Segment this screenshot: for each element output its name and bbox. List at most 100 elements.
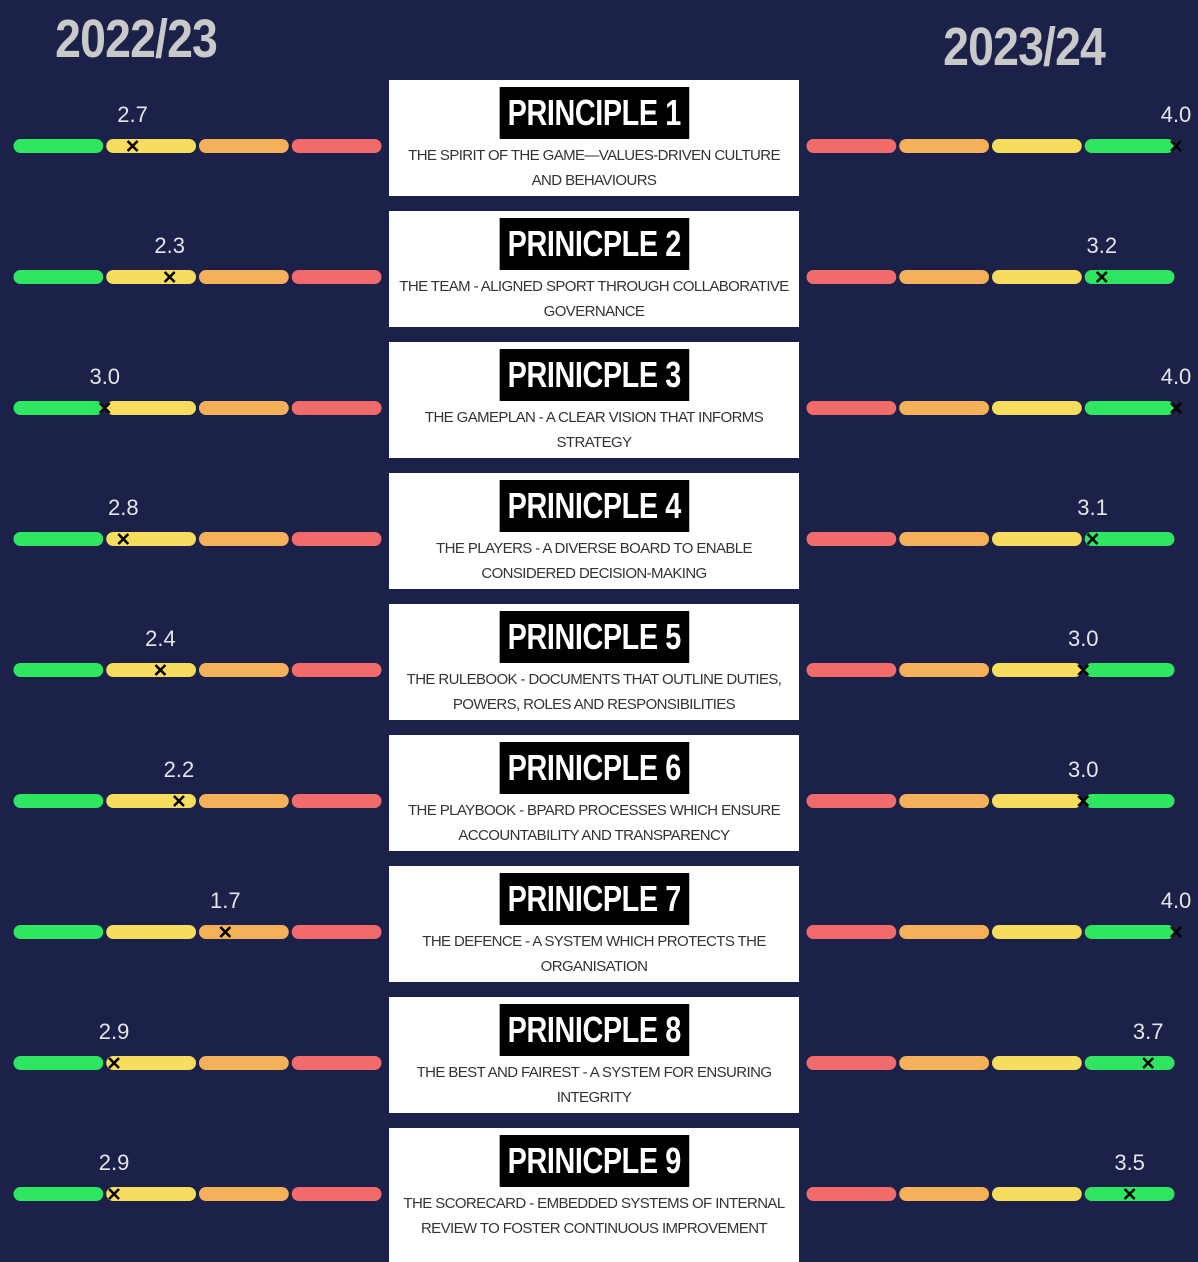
scale-band <box>992 794 1082 808</box>
scale-band <box>899 532 989 546</box>
score-marker <box>1086 533 1099 545</box>
principle-card: PRINICPLE 2 THE TEAM - ALIGNED SPORT THRO… <box>389 211 799 327</box>
score-marker <box>219 926 232 938</box>
score-marker <box>98 402 111 414</box>
score-label: 3.0 <box>89 364 120 389</box>
score-label: 3.1 <box>1077 495 1108 520</box>
score-marker <box>117 533 130 545</box>
principle-title: PRINICPLE 9 <box>499 1135 689 1187</box>
principle-title: PRINICPLE 4 <box>499 480 689 532</box>
score-label: 2.8 <box>108 495 139 520</box>
scale-band <box>992 139 1082 153</box>
scale-band <box>13 1056 104 1070</box>
principle-description: THE GAMEPLAN - A CLEAR VISION THAT INFOR… <box>424 409 764 451</box>
score-label: 2.7 <box>117 102 148 127</box>
principle-card: PRINICPLE 7 THE DEFENCE - A SYSTEM WHICH … <box>389 866 799 982</box>
scale-band <box>291 925 382 939</box>
score-label: 3.0 <box>1068 626 1099 651</box>
score-marker <box>1077 664 1090 676</box>
scale-band <box>106 270 196 284</box>
scale-band <box>106 139 196 153</box>
principle-description: THE RULEBOOK - DOCUMENTS THAT OUTLINE DU… <box>406 671 782 713</box>
score-marker <box>1170 926 1182 938</box>
scale-band <box>13 1187 104 1201</box>
scale-band <box>199 401 289 415</box>
scale-band <box>806 532 897 546</box>
scale-band <box>1084 663 1175 677</box>
scale-band <box>1084 270 1175 284</box>
principle-description: THE BEST AND FAIREST - A SYSTEM FOR ENSU… <box>416 1064 772 1106</box>
scale-band <box>806 925 897 939</box>
scale-band <box>992 1056 1082 1070</box>
scale-band <box>806 401 897 415</box>
scale-band <box>291 401 382 415</box>
scale-band <box>1084 1056 1175 1070</box>
score-marker <box>1123 1188 1136 1200</box>
scale-band <box>992 1187 1082 1201</box>
scale-band <box>291 270 382 284</box>
scale-band <box>899 1187 989 1201</box>
scale-band <box>199 139 289 153</box>
scale-band <box>899 401 989 415</box>
score-label: 4.0 <box>1161 364 1192 389</box>
score-marker <box>126 140 139 152</box>
scale-band <box>13 663 104 677</box>
scale-band <box>291 663 382 677</box>
scale-band <box>806 663 897 677</box>
principle-description: THE PLAYBOOK - BPARD PROCESSES WHICH ENS… <box>407 802 781 844</box>
scale-band <box>1084 401 1175 415</box>
scale-band <box>13 794 104 808</box>
principle-description: THE TEAM - ALIGNED SPORT THROUGH COLLABO… <box>399 278 789 320</box>
scale-band <box>806 139 897 153</box>
principle-title: PRINICPLE 5 <box>499 611 689 663</box>
principle-card: PRINICPLE 9 THE SCORECARD - EMBEDDED SYST… <box>389 1128 799 1262</box>
scale-band <box>1084 794 1175 808</box>
score-label: 2.4 <box>145 626 176 651</box>
principle-title: PRINICPLE 2 <box>499 218 689 270</box>
score-label: 2.3 <box>154 233 185 258</box>
score-marker <box>154 664 167 676</box>
scale-band <box>199 1056 289 1070</box>
scale-band <box>291 1056 382 1070</box>
score-marker <box>1095 271 1108 283</box>
scale-band <box>806 1056 897 1070</box>
principle-card: PRINCIPLE 1 THE SPIRIT OF THE GAME—VALUES… <box>389 80 799 196</box>
scale-band <box>199 794 289 808</box>
scale-band <box>199 270 289 284</box>
scale-band <box>13 401 104 415</box>
scale-band <box>106 1187 196 1201</box>
score-label: 3.2 <box>1087 233 1118 258</box>
score-marker <box>1142 1057 1155 1069</box>
score-label: 3.5 <box>1114 1150 1145 1175</box>
scale-band <box>899 794 989 808</box>
scale-band <box>899 1056 989 1070</box>
scale-band <box>13 270 104 284</box>
scale-band <box>291 532 382 546</box>
score-marker <box>1170 140 1182 152</box>
scale-band <box>806 794 897 808</box>
scale-band <box>106 401 196 415</box>
score-marker <box>1077 795 1090 807</box>
scale-band <box>992 401 1082 415</box>
scale-band <box>1084 532 1175 546</box>
scale-band <box>106 794 196 808</box>
principle-card: PRINICPLE 4 THE PLAYERS - A DIVERSE BOARD… <box>389 473 799 589</box>
scale-band <box>106 532 196 546</box>
principle-description: THE SCORECARD - EMBEDDED SYSTEMS OF INTE… <box>403 1195 785 1237</box>
scale-band <box>13 532 104 546</box>
scale-band <box>291 794 382 808</box>
score-label: 4.0 <box>1161 888 1192 913</box>
scale-band <box>992 270 1082 284</box>
principle-title: PRINCIPLE 1 <box>499 87 689 139</box>
scale-band <box>992 925 1082 939</box>
year-heading: 2022/23 <box>55 9 218 69</box>
scale-band <box>1084 139 1175 153</box>
scale-band <box>899 270 989 284</box>
score-label: 2.2 <box>164 757 195 782</box>
scale-band <box>291 139 382 153</box>
scale-band <box>106 925 196 939</box>
score-marker <box>1170 402 1182 414</box>
scale-band <box>199 1187 289 1201</box>
